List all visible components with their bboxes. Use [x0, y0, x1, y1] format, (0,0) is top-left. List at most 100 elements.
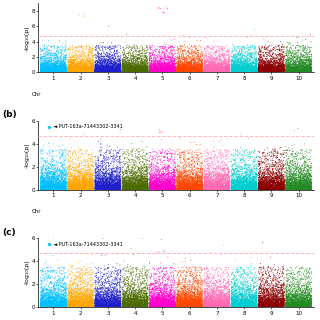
- Point: [293, 304, 298, 309]
- Point: [176, 187, 181, 192]
- Point: [110, 183, 115, 188]
- Point: [225, 280, 230, 285]
- Point: [243, 67, 248, 72]
- Point: [41, 69, 46, 74]
- Point: [76, 61, 81, 66]
- Point: [252, 302, 257, 308]
- Point: [42, 57, 47, 62]
- Point: [254, 61, 259, 66]
- Point: [226, 277, 231, 282]
- Point: [152, 298, 157, 303]
- Point: [90, 292, 95, 298]
- Point: [53, 303, 58, 308]
- Point: [263, 302, 268, 308]
- Point: [53, 60, 58, 66]
- Point: [245, 176, 250, 181]
- Point: [272, 68, 277, 73]
- Point: [122, 69, 127, 74]
- Point: [308, 67, 313, 72]
- Point: [234, 64, 239, 69]
- Point: [214, 186, 220, 191]
- Point: [71, 55, 76, 60]
- Point: [61, 69, 67, 74]
- Point: [153, 63, 158, 68]
- Point: [263, 304, 268, 309]
- Point: [280, 182, 285, 187]
- Point: [98, 184, 103, 189]
- Point: [53, 65, 58, 70]
- Point: [247, 287, 252, 292]
- Point: [97, 296, 102, 301]
- Point: [250, 275, 255, 280]
- Point: [114, 58, 119, 63]
- Point: [269, 67, 275, 72]
- Point: [53, 68, 58, 73]
- Point: [180, 301, 185, 306]
- Point: [148, 178, 153, 183]
- Point: [101, 180, 106, 185]
- Point: [131, 171, 136, 176]
- Point: [53, 180, 59, 186]
- Point: [258, 63, 263, 68]
- Point: [43, 291, 48, 296]
- Point: [300, 58, 306, 63]
- Point: [128, 298, 133, 303]
- Point: [142, 181, 147, 187]
- Point: [118, 304, 123, 309]
- Point: [288, 172, 293, 177]
- Point: [55, 280, 60, 285]
- Point: [87, 66, 92, 71]
- Point: [50, 167, 55, 172]
- Point: [43, 54, 48, 59]
- Point: [74, 173, 79, 179]
- Point: [280, 301, 285, 306]
- Point: [121, 64, 126, 69]
- Point: [142, 301, 147, 306]
- Point: [155, 292, 160, 297]
- Point: [161, 187, 166, 192]
- Point: [305, 187, 310, 192]
- Point: [273, 155, 278, 160]
- Point: [118, 289, 123, 294]
- Point: [136, 302, 141, 307]
- Point: [209, 184, 214, 189]
- Point: [47, 288, 52, 293]
- Point: [242, 182, 247, 188]
- Point: [135, 68, 140, 73]
- Point: [257, 64, 262, 69]
- Point: [271, 304, 276, 309]
- Point: [234, 298, 239, 303]
- Point: [123, 67, 128, 72]
- Point: [284, 68, 289, 73]
- Point: [243, 69, 248, 75]
- Point: [120, 300, 125, 305]
- Point: [53, 287, 58, 292]
- Point: [71, 282, 76, 287]
- Point: [139, 288, 144, 293]
- Point: [177, 64, 182, 69]
- Point: [74, 171, 79, 176]
- Point: [297, 287, 302, 292]
- Point: [225, 300, 230, 305]
- Point: [131, 177, 136, 182]
- Point: [257, 293, 262, 298]
- Point: [151, 69, 156, 74]
- Point: [65, 167, 70, 172]
- Point: [307, 69, 312, 74]
- Point: [95, 158, 100, 163]
- Point: [49, 164, 54, 170]
- Point: [267, 63, 272, 68]
- Point: [161, 294, 166, 299]
- Point: [88, 181, 93, 187]
- Point: [39, 304, 44, 309]
- Point: [50, 186, 55, 191]
- Point: [297, 68, 302, 73]
- Point: [131, 181, 136, 186]
- Point: [63, 285, 68, 290]
- Point: [260, 305, 265, 310]
- Point: [129, 170, 134, 175]
- Point: [121, 118, 126, 123]
- Point: [280, 68, 285, 73]
- Point: [82, 302, 87, 307]
- Point: [253, 67, 258, 72]
